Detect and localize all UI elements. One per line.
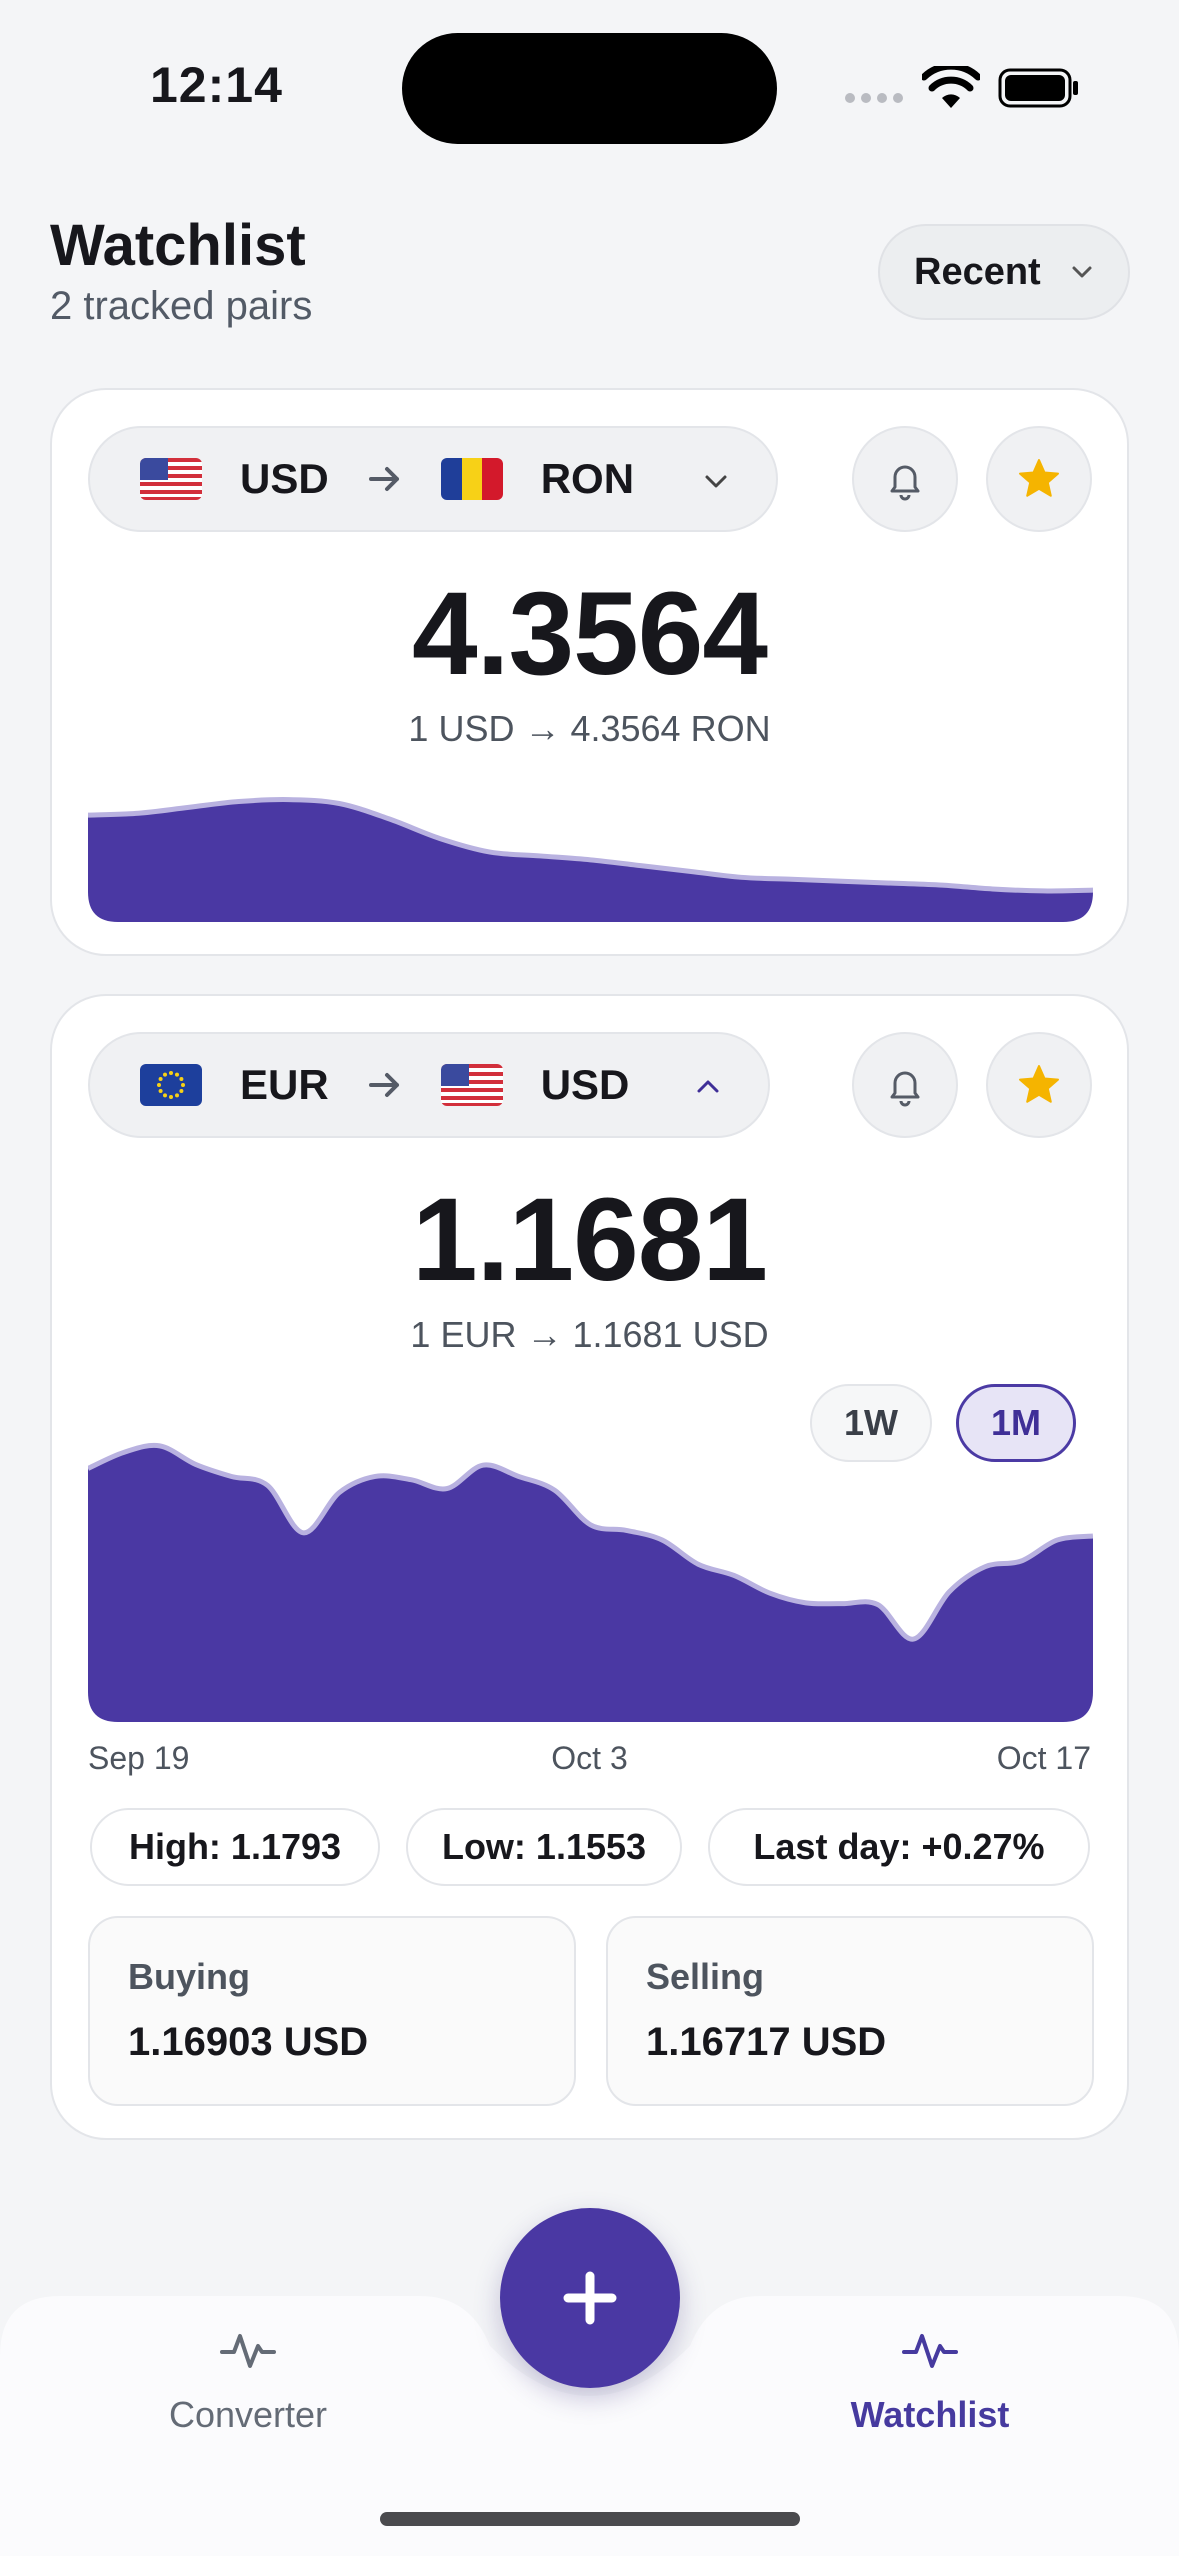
add-pair-button[interactable] (500, 2208, 680, 2388)
rate-description: 1 EUR → 1.1681 USD (410, 1314, 769, 1355)
pair-selector[interactable]: EUR USD (88, 1032, 770, 1138)
chart-line (88, 797, 1093, 894)
chevron-down-icon (705, 475, 727, 488)
selling-value: 1.16717 USD (646, 2020, 887, 2064)
battery-icon (998, 68, 1078, 108)
pair-card-eur-usd[interactable]: EUR USD 1.1681 1 EUR → 1.1681 USD 1W 1M … (50, 994, 1129, 2140)
page-subtitle: 2 tracked pairs (50, 284, 313, 328)
stat-low: Low: 1.1553 (406, 1808, 682, 1886)
favorite-button[interactable] (986, 1032, 1092, 1138)
chart-area (88, 1445, 1093, 1722)
star-icon (1019, 1065, 1059, 1103)
tab-watchlist[interactable]: Watchlist (780, 2320, 1080, 2436)
sort-label: Recent (914, 250, 1041, 293)
arrow-right-icon (368, 467, 399, 491)
alert-button[interactable] (852, 1032, 958, 1138)
pair-card-usd-ron[interactable]: USD RON 4.3564 1 USD → 4.3564 RON (50, 388, 1129, 956)
cellular-signal-icon (845, 93, 903, 103)
exchange-rate: 1.1681 (412, 1174, 768, 1306)
activity-icon (220, 2334, 276, 2368)
chart-line (88, 1442, 1093, 1642)
x-axis-label-start: Sep 19 (88, 1740, 190, 1776)
favorite-button[interactable] (986, 426, 1092, 532)
plus-icon (563, 2271, 617, 2325)
buying-price-box: Buying 1.16903 USD (88, 1916, 576, 2106)
to-currency: RON (540, 455, 635, 502)
to-currency: USD (540, 1061, 630, 1108)
sort-dropdown[interactable]: Recent (878, 224, 1130, 320)
bell-icon (890, 465, 920, 501)
activity-icon (902, 2334, 958, 2368)
x-axis-label-mid: Oct 3 (551, 1740, 628, 1776)
buying-label: Buying (128, 1956, 250, 1997)
buying-value: 1.16903 USD (128, 2020, 369, 2064)
rate-chart (88, 797, 1093, 922)
rate-description: 1 USD → 4.3564 RON (408, 708, 771, 749)
tab-converter-label: Converter (168, 2394, 328, 2435)
stat-high: High: 1.1793 (90, 1808, 380, 1886)
wifi-icon (922, 66, 980, 108)
rate-chart (88, 1442, 1093, 1722)
star-icon (1019, 459, 1059, 497)
flag-eur-icon (140, 1064, 202, 1106)
from-currency: EUR (240, 1061, 329, 1108)
selling-price-box: Selling 1.16717 USD (606, 1916, 1094, 2106)
chevron-down-icon (1072, 266, 1092, 278)
chevron-up-icon (697, 1080, 719, 1093)
status-time: 12:14 (150, 57, 283, 113)
page-title: Watchlist (50, 213, 306, 278)
dynamic-island (402, 33, 777, 144)
flag-usd-icon (440, 1064, 503, 1106)
tab-converter[interactable]: Converter (98, 2320, 398, 2436)
range-1w-button[interactable]: 1W (810, 1384, 932, 1462)
stat-last-day: Last day: +0.27% (708, 1808, 1090, 1886)
flag-usd-icon (140, 458, 202, 500)
arrow-right-icon (368, 1073, 399, 1097)
x-axis-label-end: Oct 17 (996, 1740, 1091, 1776)
tab-bar (0, 2296, 1179, 2556)
range-1m-button[interactable]: 1M (956, 1384, 1076, 1462)
flag-ron-icon (440, 458, 503, 500)
selling-label: Selling (646, 1956, 765, 1997)
home-indicator (380, 2512, 800, 2526)
from-currency: USD (240, 455, 329, 502)
alert-button[interactable] (852, 426, 958, 532)
tab-watchlist-label: Watchlist (850, 2394, 1010, 2435)
bell-icon (890, 1071, 920, 1107)
pair-selector[interactable]: USD RON (88, 426, 778, 532)
exchange-rate: 4.3564 (412, 568, 768, 700)
